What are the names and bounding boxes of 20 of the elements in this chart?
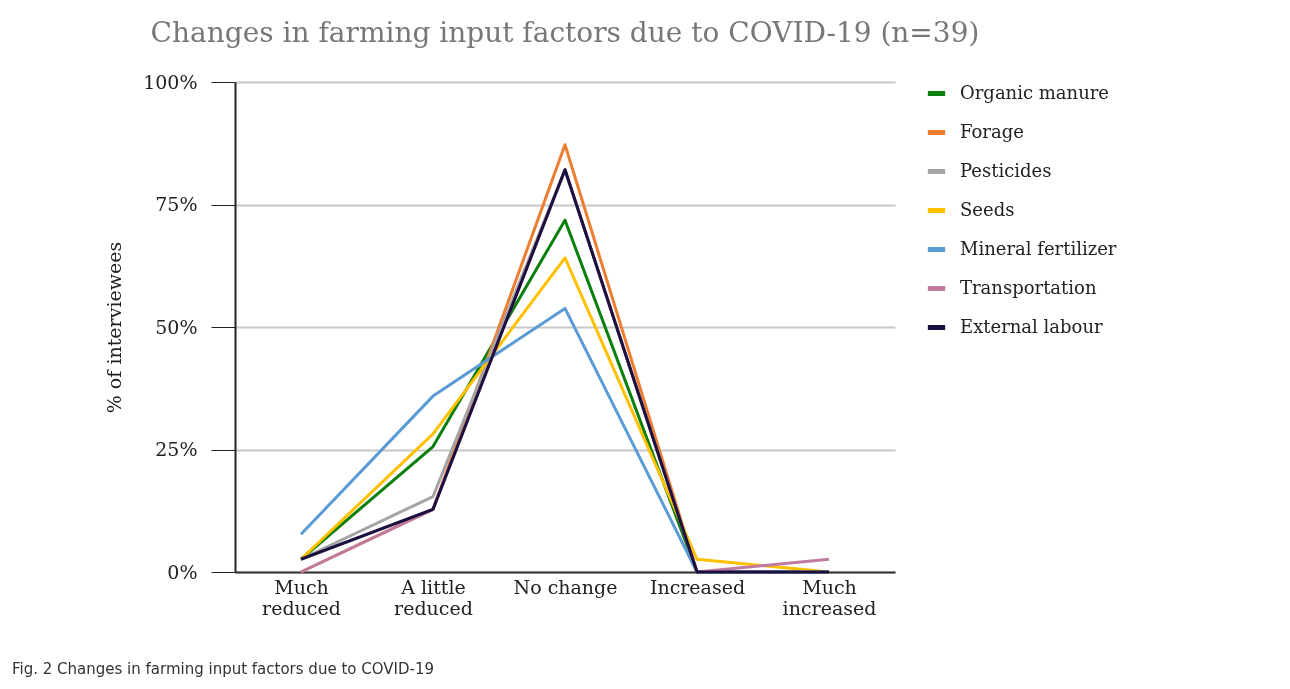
y-tick-label: 25% xyxy=(155,438,198,460)
x-tick-label: Much increased xyxy=(782,575,877,619)
legend-label: Organic manure xyxy=(960,81,1110,103)
legend-label: External labour xyxy=(960,315,1104,337)
y-tick-label: 75% xyxy=(155,193,198,215)
y-axis-title: % of interviewees xyxy=(103,241,126,414)
x-tick-label: A little reduced xyxy=(394,575,473,619)
y-tick-label: 100% xyxy=(143,70,198,93)
legend-label: Transportation xyxy=(960,276,1097,298)
x-tick-label: Increased xyxy=(649,575,746,598)
legend-label: Mineral fertilizer xyxy=(960,237,1117,259)
legend-label: Forage xyxy=(960,120,1024,142)
caption: Fig. 2 Changes in farming input factors due to COVID-19 xyxy=(12,660,434,678)
y-tick-label: 50% xyxy=(155,315,198,338)
x-tick-label: Much reduced xyxy=(262,575,341,619)
legend-label: Seeds xyxy=(960,198,1015,220)
chart-title: Changes in farming input factors due to COVID-19 (n=39) xyxy=(150,16,980,49)
y-tick-label: 0% xyxy=(167,560,198,583)
x-tick-label: No change xyxy=(513,575,618,598)
legend-label: Pesticides xyxy=(960,159,1052,181)
